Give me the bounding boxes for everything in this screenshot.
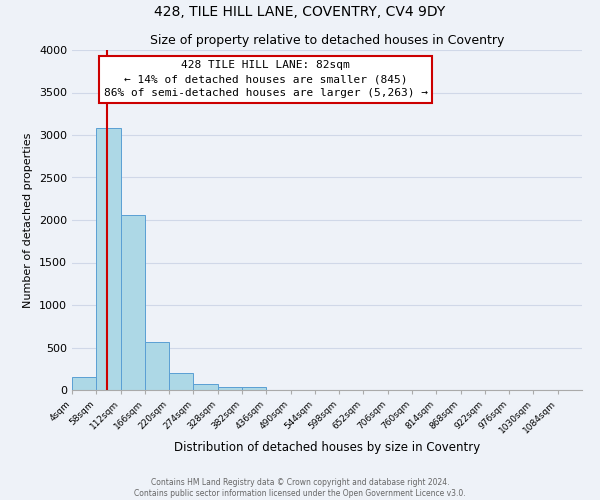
Bar bbox=[242, 387, 266, 390]
Bar bbox=[145, 342, 169, 390]
Bar bbox=[218, 387, 242, 390]
X-axis label: Distribution of detached houses by size in Coventry: Distribution of detached houses by size … bbox=[174, 440, 480, 454]
Bar bbox=[72, 378, 96, 390]
Bar bbox=[193, 384, 218, 390]
Bar bbox=[96, 128, 121, 390]
Text: 428, TILE HILL LANE, COVENTRY, CV4 9DY: 428, TILE HILL LANE, COVENTRY, CV4 9DY bbox=[154, 5, 446, 19]
Title: Size of property relative to detached houses in Coventry: Size of property relative to detached ho… bbox=[150, 34, 504, 48]
Text: Contains HM Land Registry data © Crown copyright and database right 2024.
Contai: Contains HM Land Registry data © Crown c… bbox=[134, 478, 466, 498]
Bar bbox=[169, 372, 193, 390]
Bar bbox=[121, 215, 145, 390]
Text: 428 TILE HILL LANE: 82sqm
← 14% of detached houses are smaller (845)
86% of semi: 428 TILE HILL LANE: 82sqm ← 14% of detac… bbox=[104, 60, 428, 98]
Y-axis label: Number of detached properties: Number of detached properties bbox=[23, 132, 34, 308]
